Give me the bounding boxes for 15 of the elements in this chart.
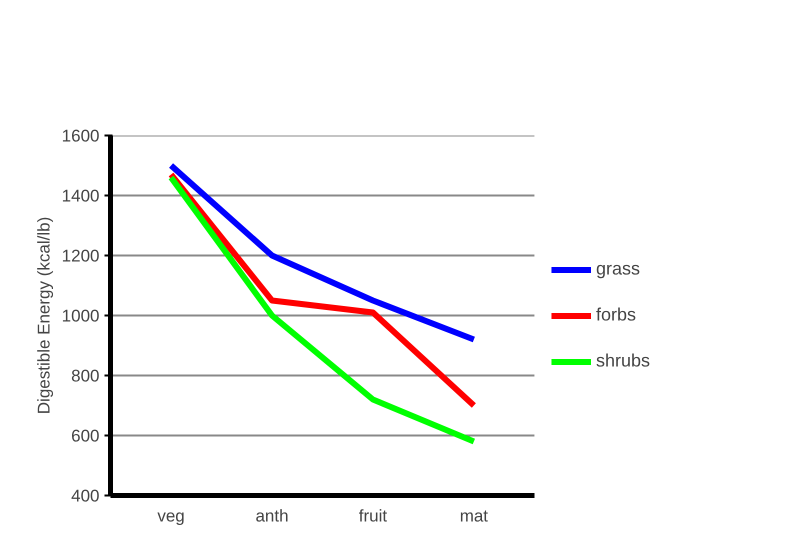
y-tick-label: 600 <box>71 426 100 446</box>
legend-label: forbs <box>596 304 636 326</box>
y-tick-label: 400 <box>71 486 100 506</box>
y-axis-title: Digestible Energy (kcal/lb) <box>34 216 54 414</box>
y-tick-label: 1600 <box>62 126 100 146</box>
x-tick-label: fruit <box>358 506 388 526</box>
x-tick-label: mat <box>460 506 488 526</box>
y-tick-label: 1200 <box>62 246 100 266</box>
y-tick-label: 1000 <box>62 306 100 326</box>
x-tick-label: anth <box>255 506 289 526</box>
legend-label: grass <box>596 258 640 280</box>
y-tick-label: 1400 <box>62 186 100 206</box>
y-tick-label: 800 <box>71 366 100 386</box>
legend-label: shrubs <box>596 350 650 372</box>
x-tick-label: veg <box>157 506 185 526</box>
